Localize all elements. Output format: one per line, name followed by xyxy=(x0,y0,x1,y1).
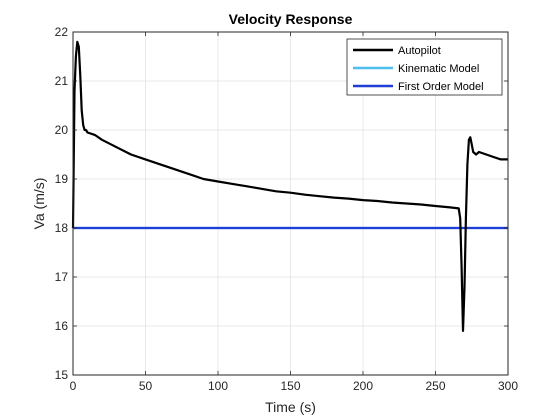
y-tick-label: 17 xyxy=(55,270,69,284)
x-axis-label: Time (s) xyxy=(265,399,316,415)
x-tick-label: 100 xyxy=(208,379,228,393)
y-tick-label: 21 xyxy=(55,74,69,88)
chart-title: Velocity Response xyxy=(229,11,353,27)
x-tick-label: 150 xyxy=(280,379,300,393)
x-tick-label: 0 xyxy=(70,379,77,393)
x-tick-label: 300 xyxy=(498,379,518,393)
legend-label-kinematic-model: Kinematic Model xyxy=(398,63,479,75)
y-axis-label: Va (m/s) xyxy=(31,178,47,230)
legend: Autopilot Kinematic Model First Order Mo… xyxy=(346,38,503,96)
legend-label-autopilot: Autopilot xyxy=(398,45,441,57)
series-layer xyxy=(71,40,508,332)
x-tick-label: 200 xyxy=(353,379,373,393)
legend-label-first-order-model: First Order Model xyxy=(398,81,484,93)
y-tick-label: 16 xyxy=(55,319,69,333)
x-tick-label: 50 xyxy=(139,379,153,393)
y-tick-label: 22 xyxy=(55,25,69,39)
y-tick-label: 18 xyxy=(55,221,69,235)
x-tick-label: 250 xyxy=(425,379,445,393)
y-tick-label: 19 xyxy=(55,172,69,186)
ticks: 0 50 100 150 200 250 300 15 16 17 18 19 20 21 22 xyxy=(55,25,519,393)
series-line-autopilot xyxy=(71,40,508,332)
y-tick-label: 15 xyxy=(55,368,69,382)
y-tick-label: 20 xyxy=(55,123,69,137)
